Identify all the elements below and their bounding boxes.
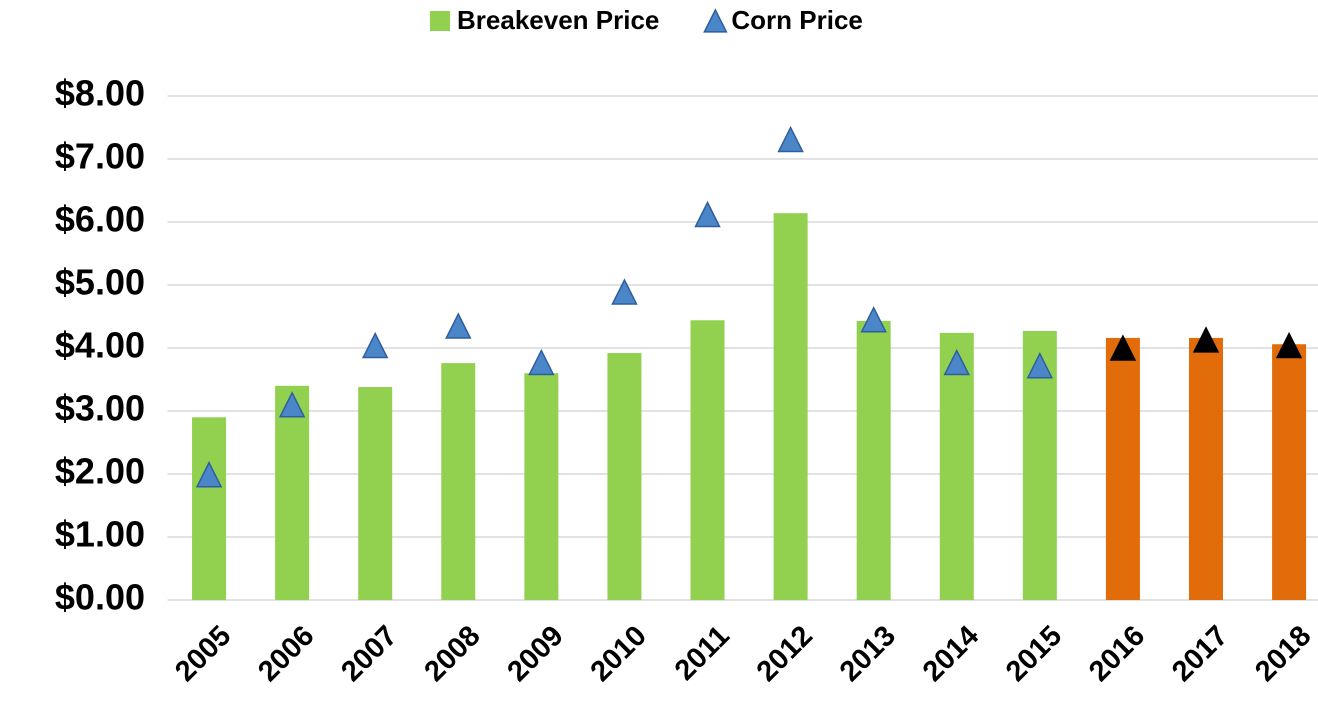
y-tick-label: $5.00 (55, 262, 145, 303)
marker (1026, 352, 1054, 379)
bar (773, 213, 808, 600)
x-tick-label: 2012 (751, 620, 819, 688)
bar (690, 320, 725, 600)
y-tick-label: $6.00 (55, 199, 145, 240)
x-tick-label: 2009 (501, 620, 569, 688)
marker (195, 461, 223, 488)
marker (278, 391, 306, 418)
bar (856, 320, 891, 600)
x-tick-label: 2011 (669, 620, 736, 687)
bar (1105, 337, 1140, 600)
y-tick-label: $4.00 (55, 325, 145, 366)
y-tick-label: $7.00 (55, 136, 145, 177)
marker (860, 306, 887, 333)
x-tick-label: 2007 (335, 620, 403, 688)
legend-swatch (430, 11, 450, 31)
x-tick-label: 2015 (1000, 620, 1068, 688)
bar (358, 387, 393, 600)
x-tick-label: 2005 (169, 620, 237, 688)
legend-label: Breakeven Price (457, 5, 659, 35)
bar (275, 385, 310, 600)
marker (611, 278, 638, 305)
marker (528, 348, 555, 376)
y-tick-label: $2.00 (55, 451, 145, 492)
marker (777, 125, 804, 153)
legend-label: Corn Price (731, 5, 863, 35)
x-tick-label: 2013 (834, 620, 902, 688)
legend-swatch (703, 8, 728, 33)
x-tick-label: 2010 (585, 620, 653, 688)
marker (1109, 334, 1137, 361)
y-tick-label: $8.00 (55, 73, 145, 114)
y-tick-label: $3.00 (55, 388, 145, 429)
bar (441, 363, 476, 600)
marker (943, 348, 970, 376)
y-tick-label: $1.00 (55, 514, 145, 555)
bar (192, 417, 227, 600)
bar (1189, 337, 1223, 600)
x-tick-label: 2017 (1166, 620, 1234, 688)
x-tick-label: 2014 (917, 620, 985, 688)
x-tick-label: 2006 (252, 620, 320, 688)
marker (1275, 331, 1303, 359)
bar (607, 353, 642, 600)
marker (445, 312, 472, 339)
marker (694, 200, 721, 228)
marker (361, 331, 389, 359)
bar (1272, 344, 1307, 600)
x-tick-label: 2008 (418, 620, 486, 688)
x-tick-label: 2016 (1083, 620, 1151, 688)
y-tick-label: $0.00 (55, 577, 145, 618)
bar (524, 373, 559, 600)
x-tick-label: 2018 (1249, 620, 1317, 688)
marker (1192, 326, 1220, 353)
bar (939, 332, 974, 600)
